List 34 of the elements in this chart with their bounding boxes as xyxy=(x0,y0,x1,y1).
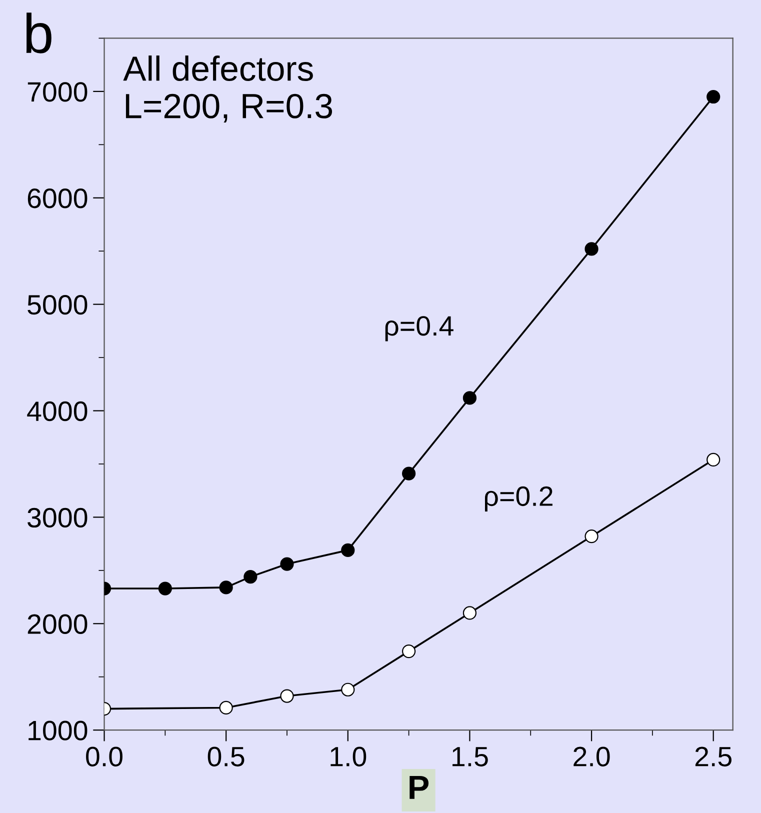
point xyxy=(584,242,598,256)
point xyxy=(402,466,416,480)
text: b xyxy=(26,12,52,54)
y-tick-label: 4000 xyxy=(27,401,88,422)
point xyxy=(219,700,233,715)
y-tick-label: 2000 xyxy=(28,614,88,634)
annotation: All defectors L=200, R=0.3 xyxy=(123,56,332,123)
series-label: ρ=0.4 xyxy=(385,316,454,342)
x-tick-label: 1.5 xyxy=(452,747,488,766)
point xyxy=(462,606,477,620)
point xyxy=(280,557,294,571)
y-tick-label: 7000 xyxy=(28,82,88,102)
point xyxy=(584,530,598,544)
point xyxy=(706,90,720,104)
y-tick-label: 5000 xyxy=(28,294,88,315)
point xyxy=(219,580,233,594)
point xyxy=(706,452,720,467)
x-tick-label: 0.5 xyxy=(208,746,244,766)
point xyxy=(244,570,258,584)
x-tick-label: 2.0 xyxy=(574,746,610,766)
point xyxy=(341,543,355,557)
y-tick-label: 3000 xyxy=(28,508,88,528)
point xyxy=(341,682,355,696)
point xyxy=(280,689,294,703)
series-label: ρ=0.2 xyxy=(484,486,552,512)
x-tick-label: 2.5 xyxy=(695,746,732,766)
y-tick-label: 1000 xyxy=(28,720,88,740)
x-tick-label: 1.0 xyxy=(330,746,366,766)
point xyxy=(158,582,172,596)
y-tick-label: 6000 xyxy=(28,188,88,208)
x-axis-title: P xyxy=(410,776,429,799)
x-tick-label: 0.0 xyxy=(86,746,122,766)
point xyxy=(462,391,477,405)
point xyxy=(402,644,416,658)
